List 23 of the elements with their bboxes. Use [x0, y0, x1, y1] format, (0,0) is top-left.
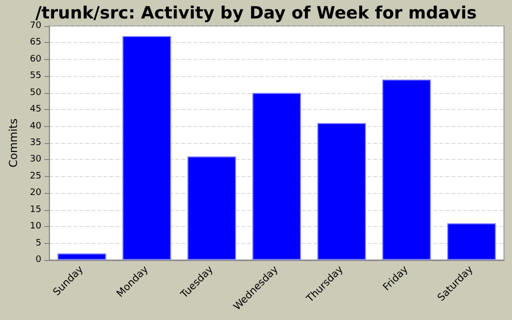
y-tick-label: 70: [30, 21, 42, 31]
y-tick-label: 60: [30, 54, 42, 64]
bar: [447, 223, 496, 260]
bar: [317, 122, 366, 260]
y-tick-label: 55: [30, 71, 42, 82]
bar: [57, 253, 106, 260]
y-tick-label: 30: [30, 154, 42, 165]
y-tick-label: 40: [30, 121, 42, 132]
y-tick-label: 5: [36, 238, 42, 248]
bar: [187, 156, 236, 260]
y-tick-label: 0: [36, 255, 42, 265]
y-tick-label: 10: [30, 222, 42, 232]
y-tick-label: 50: [30, 88, 42, 98]
bar: [122, 36, 172, 260]
y-tick-label: 45: [30, 104, 42, 115]
y-tick-label: 15: [30, 204, 42, 215]
bar: [252, 92, 302, 260]
y-tick-label: 25: [30, 171, 42, 182]
y-tick-label: 35: [30, 138, 42, 148]
y-tick-label: 20: [30, 188, 42, 198]
y-axis-title: Commits: [7, 118, 20, 168]
bar: [382, 79, 431, 260]
y-tick-label: 65: [30, 38, 42, 48]
